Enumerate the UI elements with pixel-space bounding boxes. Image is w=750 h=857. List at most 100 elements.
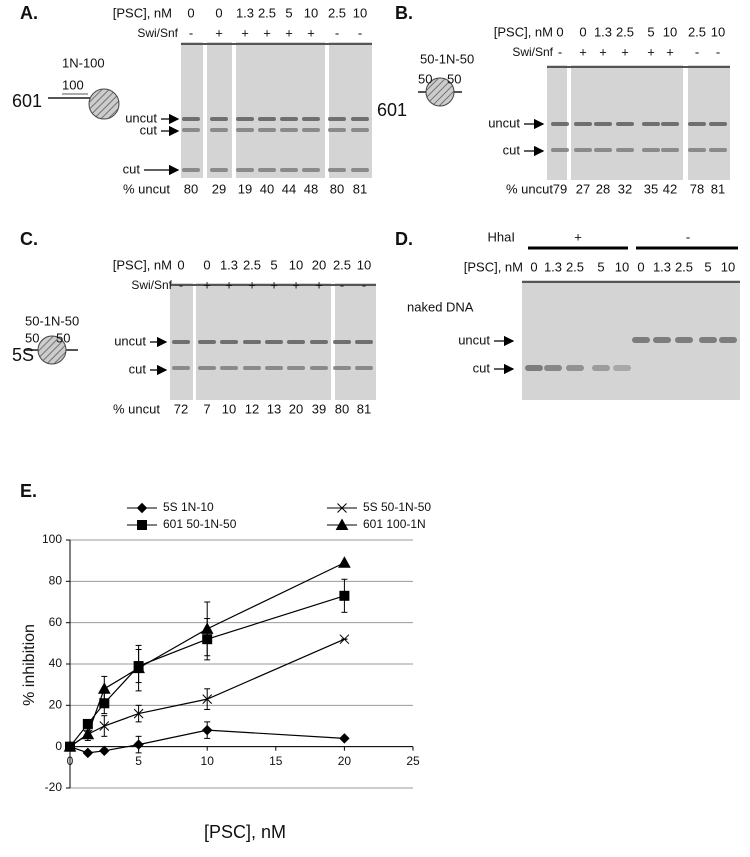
band xyxy=(220,366,238,370)
percent-value: 80 xyxy=(184,181,198,196)
band xyxy=(287,340,305,344)
swisnf-sign: + xyxy=(241,25,249,40)
marker-shape xyxy=(200,622,214,634)
x-tick-label: 25 xyxy=(406,754,420,768)
band-label: uncut xyxy=(458,332,490,347)
conc-value: 1.3 xyxy=(220,257,238,272)
band xyxy=(182,168,200,172)
conc-value: 5 xyxy=(597,259,604,274)
legend-label: 5S 50-1N-50 xyxy=(363,500,431,514)
percent-value: 81 xyxy=(353,181,367,196)
swisnf-sign: + xyxy=(579,44,587,59)
construct: 5S xyxy=(12,345,34,365)
marker xyxy=(339,634,350,645)
marker-shape xyxy=(338,556,351,568)
percent-value: 39 xyxy=(312,401,326,416)
band xyxy=(642,122,660,126)
band xyxy=(302,168,320,172)
marker xyxy=(136,502,148,514)
swisnf-sign: + xyxy=(225,277,233,292)
conc-value: 0 xyxy=(215,5,222,20)
gel xyxy=(329,42,372,178)
percent-value: 19 xyxy=(238,181,252,196)
band-label: cut xyxy=(473,360,491,375)
marker-shape xyxy=(335,518,349,530)
band xyxy=(653,337,671,343)
marker-shape xyxy=(99,721,110,731)
band xyxy=(243,366,261,370)
y-axis-label: % inhibition xyxy=(21,624,38,706)
percent-value: 44 xyxy=(282,181,296,196)
band xyxy=(675,337,693,343)
swisnf-sign: - xyxy=(179,277,183,292)
extra-label: naked DNA xyxy=(407,299,474,314)
marker xyxy=(339,733,350,744)
band xyxy=(310,366,328,370)
marker xyxy=(132,661,145,674)
band xyxy=(258,128,276,132)
percent-value: 40 xyxy=(260,181,274,196)
conc-value: 1.3 xyxy=(544,259,562,274)
marker xyxy=(335,518,349,530)
percent-value: 79 xyxy=(553,181,567,196)
swisnf-sign: + xyxy=(666,44,674,59)
conc-value: 20 xyxy=(312,257,326,272)
construct: 601 xyxy=(12,91,42,111)
marker-shape xyxy=(201,724,213,736)
marker-shape xyxy=(82,747,94,759)
y-tick-label: 0 xyxy=(55,739,62,753)
band xyxy=(351,117,369,121)
swisnf-sign: + xyxy=(248,277,256,292)
band xyxy=(632,337,650,343)
band xyxy=(280,168,298,172)
uncut-label: % uncut xyxy=(113,401,160,416)
conc-value: 1.3 xyxy=(594,24,612,39)
band xyxy=(351,168,369,172)
band xyxy=(355,366,373,370)
conc-value: 0 xyxy=(579,24,586,39)
conc-value: 0 xyxy=(177,257,184,272)
band xyxy=(236,168,254,172)
conc-value: 2.5 xyxy=(616,24,634,39)
swisnf-sign: + xyxy=(270,277,278,292)
percent-value: 20 xyxy=(289,401,303,416)
marker-shape xyxy=(63,740,77,752)
panel-label: D. xyxy=(395,229,413,249)
panel-label: B. xyxy=(395,3,413,23)
band xyxy=(709,148,727,152)
marker-shape xyxy=(337,503,347,513)
band xyxy=(182,128,200,132)
band xyxy=(328,117,346,121)
conc-value: 10 xyxy=(663,24,677,39)
swisnf-sign: + xyxy=(307,25,315,40)
percent-value: 12 xyxy=(245,401,259,416)
marker xyxy=(137,520,147,530)
band xyxy=(280,117,298,121)
band xyxy=(574,148,592,152)
percent-value: 10 xyxy=(222,401,236,416)
conc-value: 10 xyxy=(721,259,735,274)
band-label: cut xyxy=(123,161,141,176)
marker xyxy=(339,590,350,601)
conc-value: 10 xyxy=(353,5,367,20)
conc-value: 10 xyxy=(357,257,371,272)
band xyxy=(699,337,717,343)
swisnf-sign: + xyxy=(285,25,293,40)
marker xyxy=(338,556,351,568)
conc-value: 2.5 xyxy=(328,5,346,20)
band xyxy=(355,340,373,344)
swisnf-sign: - xyxy=(189,25,193,40)
marker xyxy=(200,622,214,634)
legend-label: 5S 1N-10 xyxy=(163,500,214,514)
swisnf-sign: - xyxy=(695,44,699,59)
band xyxy=(220,340,238,344)
conc-label: [PSC], nM xyxy=(113,5,172,20)
conc-value: 2.5 xyxy=(243,257,261,272)
swisnf-sign: - xyxy=(358,25,362,40)
conc-value: 2.5 xyxy=(258,5,276,20)
band xyxy=(616,122,634,126)
marker-shape xyxy=(339,590,350,601)
band xyxy=(258,117,276,121)
marker-shape xyxy=(339,634,350,645)
